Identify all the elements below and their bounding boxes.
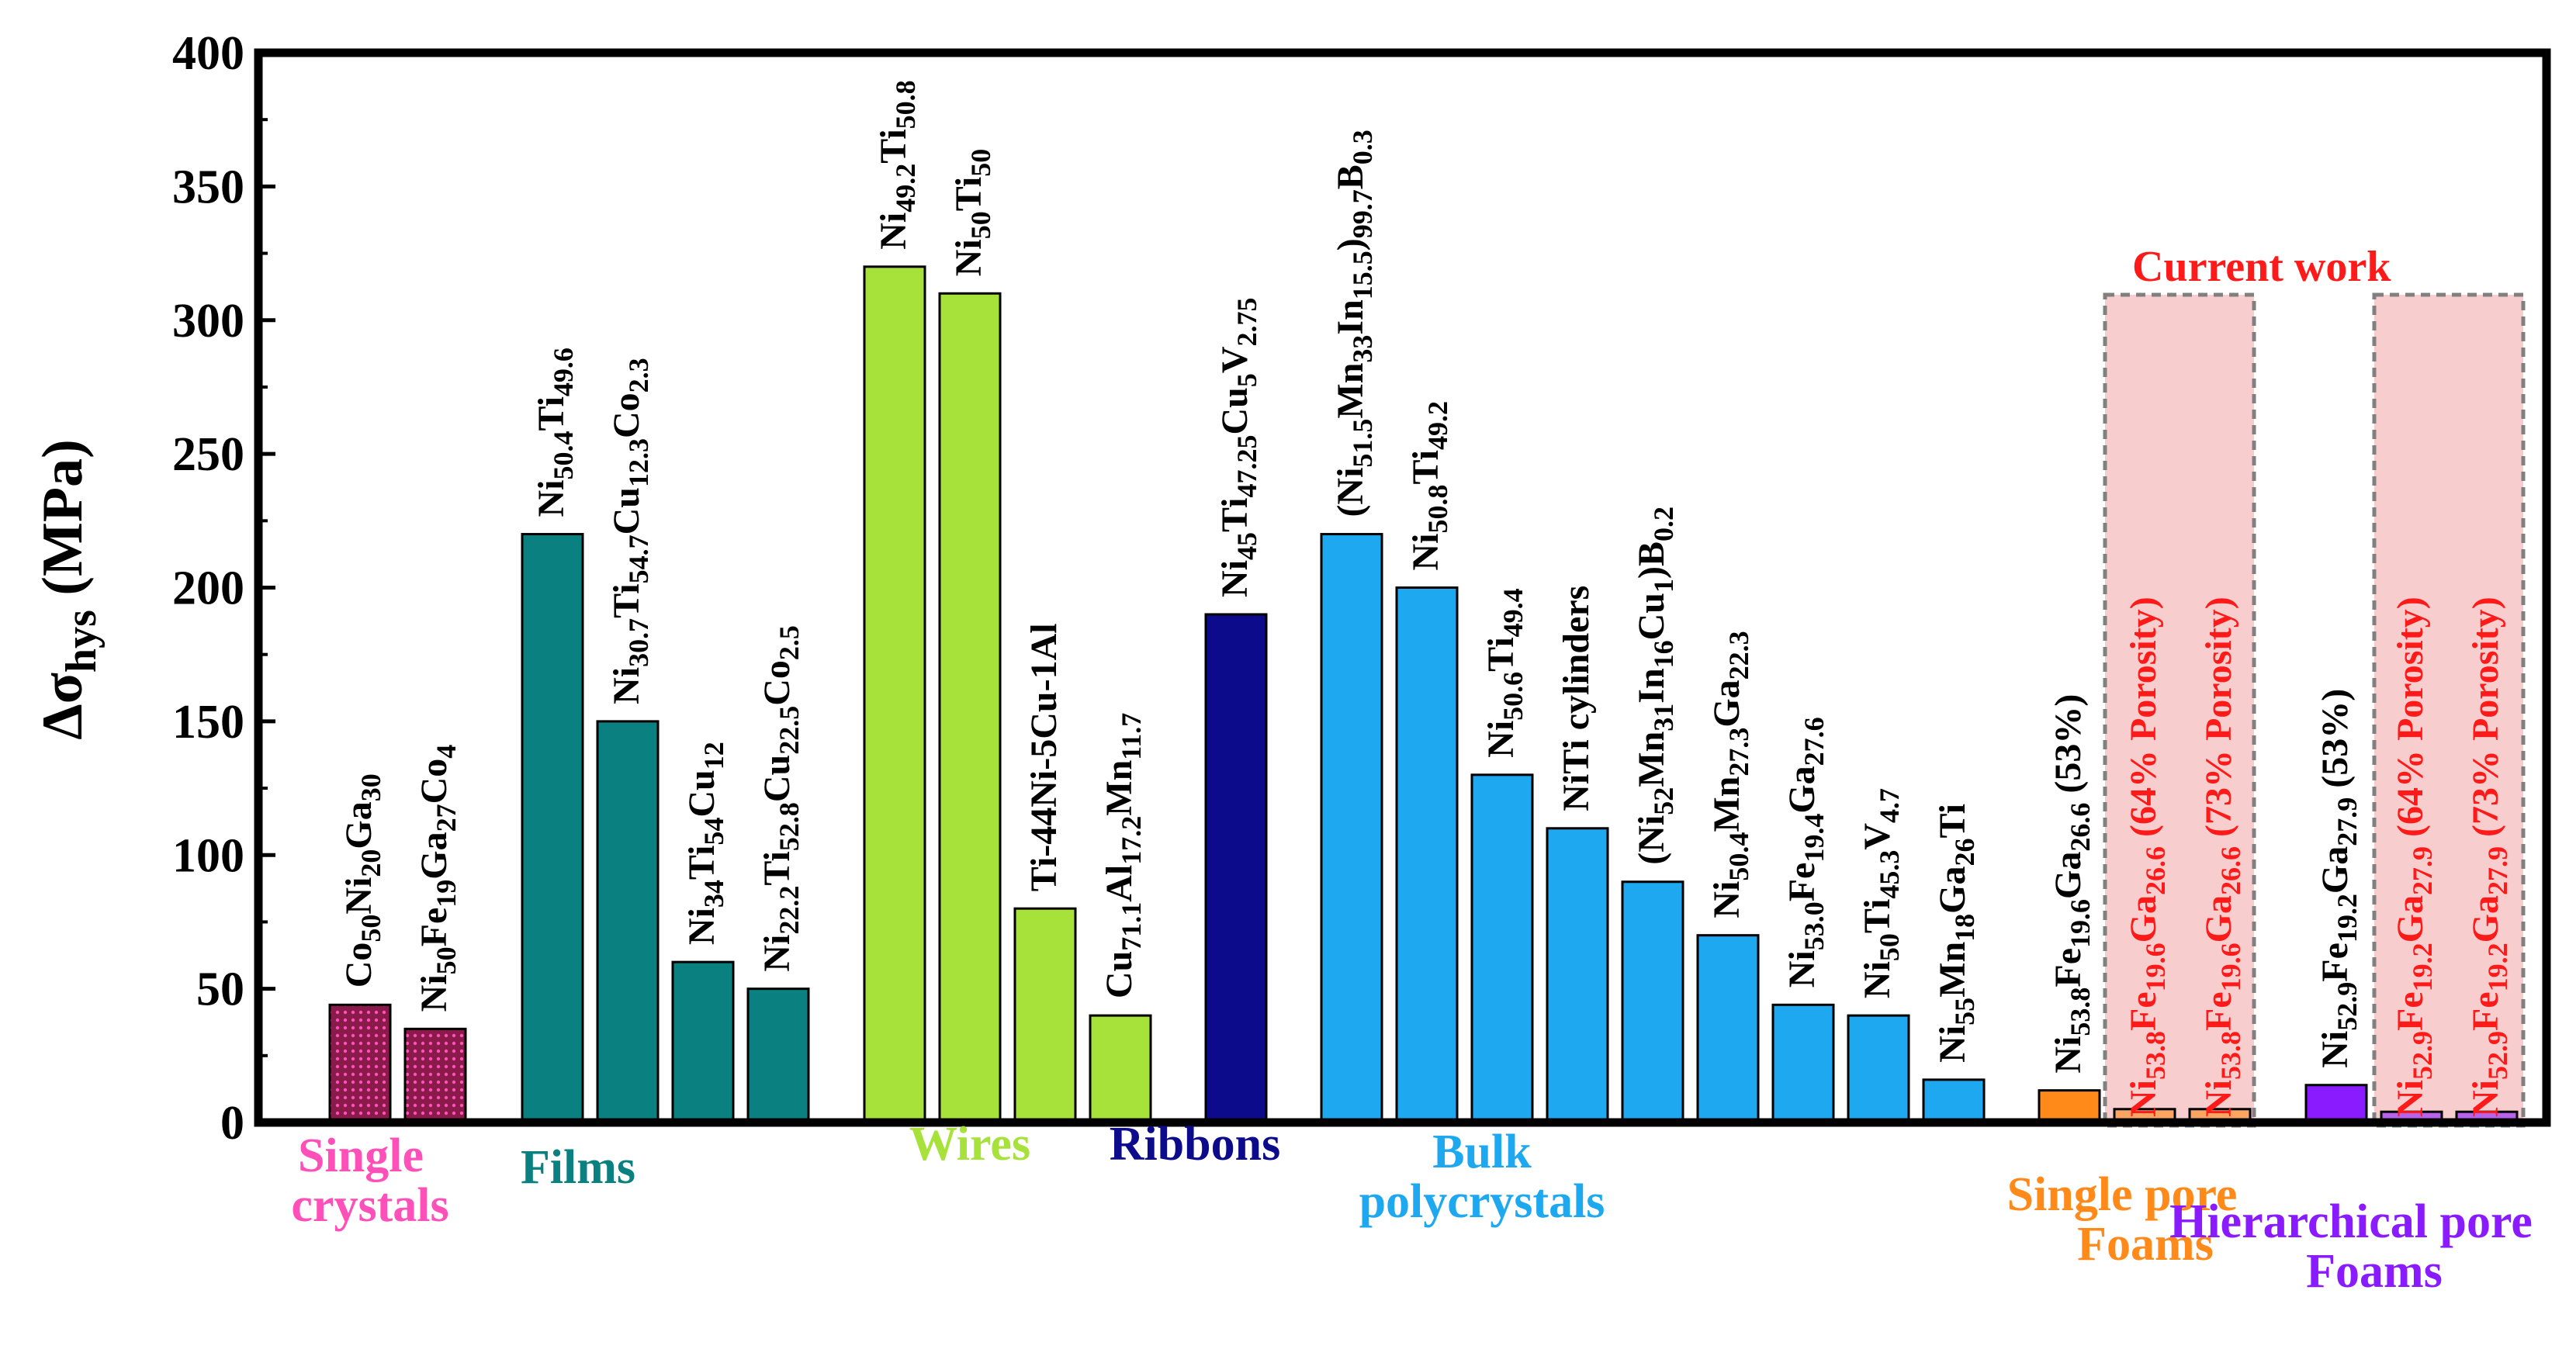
group-label: Films — [521, 1141, 635, 1194]
bar-label: Ni50.4Ti49.6 — [531, 348, 579, 517]
y-tick-label: 350 — [172, 161, 244, 213]
y-tick-label: 400 — [172, 27, 244, 80]
bar-label: Ni50Ti50 — [948, 149, 996, 276]
bars — [328, 265, 2519, 1124]
bar — [1089, 1014, 1152, 1124]
bar — [671, 960, 735, 1124]
bar — [1470, 773, 1534, 1124]
group-label: Ribbons — [1110, 1118, 1281, 1171]
group-label: Wires — [909, 1118, 1030, 1171]
y-tick-label: 0 — [220, 1097, 244, 1150]
bar-label: Ni45Ti47.25Cu5V2.75 — [1214, 297, 1262, 597]
bar — [1621, 880, 1684, 1124]
bar-label: Ni53.8Fe19.6Ga26.6 (64% Porosity) — [2123, 597, 2171, 1117]
y-tick-label: 100 — [172, 829, 244, 882]
bar — [1013, 907, 1077, 1124]
bar-label: NiTi cylinders — [1556, 586, 1597, 811]
bar-label: Ni53.0Fe19.4Ga27.6 — [1781, 717, 1830, 988]
bar — [1395, 586, 1459, 1124]
y-tick-label: 300 — [172, 295, 244, 348]
bar — [1696, 934, 1760, 1124]
current-work-box — [2103, 292, 2256, 1128]
y-tick-label: 200 — [172, 562, 244, 615]
bar — [328, 1003, 392, 1124]
y-tick-label: 150 — [172, 696, 244, 749]
bar-label: Ni50Fe19Ga27Co4 — [414, 745, 462, 1012]
bar — [1320, 533, 1383, 1124]
bar — [938, 292, 1002, 1124]
bar — [403, 1027, 467, 1124]
bar-label: Cu71.1Al17.2Mn11.7 — [1099, 713, 1147, 998]
bar — [746, 988, 810, 1124]
bar — [1922, 1078, 1986, 1124]
y-tick-label: 50 — [196, 963, 244, 1016]
bar — [1546, 827, 1609, 1124]
bar-label: Ni34Ti54Cu12 — [681, 742, 729, 945]
group-labels: Single crystals Films Wires Ribbons Bulk polyc… — [291, 1118, 2532, 1298]
group-label: Single crystals — [291, 1129, 448, 1232]
bar-label: Ni53.8Fe19.6Ga26.6 (53%) — [2048, 694, 2096, 1074]
bar-label: Ni50.8Ti49.2 — [1405, 401, 1453, 570]
bar-label: Ni22.2Ti52.8Cu22.5Co2.5 — [757, 625, 805, 972]
y-axis-label: Δσhys (MPa) — [31, 439, 106, 739]
bar-label: Ni53.8Fe19.6Ga26.6 (73% Porosity) — [2198, 597, 2246, 1117]
bar — [596, 720, 660, 1124]
y-tick-label: 250 — [172, 428, 244, 481]
bar — [521, 533, 584, 1124]
bar-label: (Ni51.5Mn33In15.5)99.7B0.3 — [1330, 130, 1378, 517]
bar — [863, 265, 926, 1124]
bar-label: Ni52.9Fe19.2Ga27.9 (53%) — [2315, 689, 2363, 1068]
bar-label: Ni50.4Mn27.3Ga22.3 — [1706, 631, 1754, 918]
bar — [1771, 1003, 1835, 1124]
bar — [2038, 1089, 2101, 1124]
axes: 0 50 100 150 200 250 300 350 400 — [172, 27, 2551, 1150]
bar-label: Ni52.9Fe19.2Ga27.9 (64% Porosity) — [2390, 597, 2438, 1117]
bar-label: Ni30.7Ti54.7Cu12.3Co2.3 — [606, 358, 654, 704]
current-work-box — [2372, 292, 2526, 1128]
bar — [1204, 613, 1268, 1124]
bar-label: Ni52.9Fe19.2Ga27.9 (73% Porosity) — [2465, 597, 2513, 1117]
bar — [2304, 1084, 2368, 1124]
bar-label: Ni55Mn18Ga26Ti — [1932, 804, 1980, 1063]
bar — [1847, 1014, 1910, 1124]
bar-labels: Co50Ni20Ga30 Ni50Fe19Ga27Co4 Ni50.4Ti49.6 N… — [338, 80, 2513, 1117]
bar-label: (Ni52Mn31In16Cu1)B0.2 — [1631, 507, 1679, 865]
group-label: Hierarchical pore Foams — [2169, 1195, 2533, 1298]
bar-label: Ti-44Ni-5Cu-1Al — [1023, 623, 1065, 891]
group-label: Bulk polycrystals — [1359, 1126, 1605, 1228]
bar-label: Co50Ni20Ga30 — [338, 773, 386, 988]
current-work-highlights — [2103, 292, 2526, 1128]
current-work-annotation: Current work — [2132, 243, 2391, 291]
group-label: Single pore Foams — [2007, 1168, 2238, 1271]
bar-label: Ni49.2Ti50.8 — [873, 80, 921, 249]
bar-label: Ni50Ti45.3V4.7 — [1857, 788, 1905, 998]
bar-label: Ni50.6Ti49.4 — [1480, 588, 1529, 757]
